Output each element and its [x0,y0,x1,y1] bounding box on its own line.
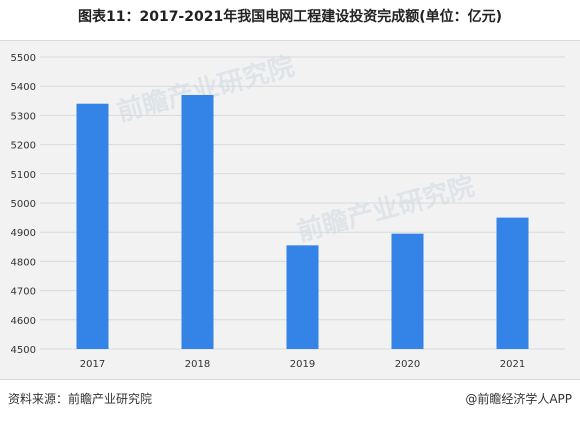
y-tick-label: 4500 [11,345,36,356]
y-tick-label: 4900 [11,228,36,239]
x-axis: 2017 2018 2019 2020 2021 [80,359,525,370]
x-tick-label: 2017 [80,359,105,370]
y-tick-label: 5500 [11,53,36,64]
watermark-text: 前瞻产业研究院 [294,171,478,248]
x-tick-label: 2018 [185,359,210,370]
x-tick-label: 2019 [290,359,315,370]
y-tick-label: 5300 [11,111,36,122]
x-tick-label: 2020 [395,359,420,370]
bar [496,217,529,349]
y-axis: 4500 4600 4700 4800 4900 5000 5100 5200 5300 5400… [11,53,36,356]
source-text: 资料来源：前瞻产业研究院 [8,392,153,406]
bar [76,103,109,349]
y-tick-label: 4700 [11,287,36,298]
y-tick-label: 5200 [11,141,36,152]
bar [391,233,424,349]
footer: 资料来源：前瞻产业研究院 @前瞻经济学人APP [0,388,580,412]
brand-text: @前瞻经济学人APP [465,392,572,406]
bar [286,245,319,349]
y-tick-label: 5000 [11,199,36,210]
y-tick-label: 4600 [11,316,36,327]
chart-frame: 前瞻产业研究院 前瞻产业研究院 4500 4600 4700 4800 4900 5000 5… [0,40,580,380]
x-tick-label: 2021 [500,359,525,370]
chart-title: 图表11：2017-2021年我国电网工程建设投资完成额(单位：亿元) [77,9,503,25]
bars [76,94,529,350]
y-tick-label: 5400 [11,82,36,93]
bar [181,94,214,350]
y-tick-label: 4800 [11,257,36,268]
y-tick-label: 5100 [11,170,36,181]
